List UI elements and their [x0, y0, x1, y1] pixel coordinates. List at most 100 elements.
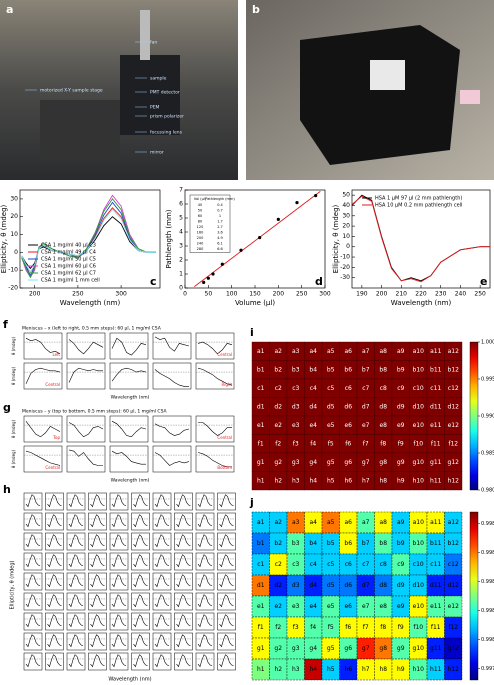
mini-line — [111, 634, 127, 648]
cell-label: c12 — [448, 561, 459, 568]
cell-label: b5 — [327, 366, 335, 373]
mini-frame — [152, 445, 192, 473]
x-tick-label: 0 — [183, 291, 187, 298]
mini-line — [219, 514, 234, 528]
cell-label: c10 — [413, 385, 424, 392]
x-tick-label: 250 — [474, 291, 486, 298]
x-axis-title: Wavelength (nm) — [108, 677, 151, 683]
mini-frame — [66, 332, 106, 360]
cell-label: e9 — [397, 603, 405, 610]
y-axis-title: θ (mdeg) — [11, 336, 16, 355]
mini-line — [25, 337, 61, 355]
mini-line — [25, 514, 41, 528]
y-axis-title: Ellipticity, θ (mdeg) — [0, 204, 8, 273]
cell-label: d5 — [327, 403, 335, 410]
panel-label: d — [315, 275, 323, 288]
photo-label: mirror — [150, 150, 164, 156]
mini-line — [90, 534, 105, 548]
mini-line — [154, 614, 170, 628]
cell-label: g8 — [379, 645, 387, 652]
cell-label: g3 — [292, 645, 300, 652]
cell-label: d11 — [430, 403, 442, 410]
cell-label: a12 — [448, 348, 459, 355]
cell-label: f9 — [398, 440, 404, 447]
point — [239, 248, 243, 252]
mini-line — [25, 534, 41, 548]
panel-label: j — [249, 496, 254, 509]
cell-label: d4 — [309, 403, 317, 410]
cell-label: d6 — [344, 582, 352, 589]
colorbar-label: 0.9986 — [481, 550, 494, 556]
cell-label: f6 — [345, 440, 351, 447]
colorbar-label: 0.9984 — [481, 579, 494, 585]
cell-label: b7 — [362, 366, 370, 373]
cell-label: f5 — [328, 624, 334, 631]
cell-label: f1 — [258, 440, 264, 447]
cell-label: h9 — [397, 477, 405, 484]
cell-label: h11 — [430, 666, 442, 673]
cell-label: c3 — [292, 385, 299, 392]
cell-label: e8 — [379, 603, 387, 610]
mini-line — [90, 634, 105, 648]
panel-label: e — [480, 275, 487, 288]
mini-line — [154, 336, 190, 352]
plot-frame — [19, 189, 161, 289]
mini-line — [111, 594, 127, 608]
mini-line — [197, 341, 233, 355]
heat-cell — [444, 511, 463, 534]
legend-label: HSA 1 µM 97 µl (2 mm pathlength) — [375, 196, 462, 202]
legend-label: CSA 1 mg/ml 50 µl C5 — [41, 257, 96, 263]
table-cell: 80 — [198, 220, 202, 224]
photo-label: sample — [150, 76, 167, 82]
cell-label: h2 — [274, 666, 282, 673]
mini-line — [133, 614, 148, 628]
cell-label: c2 — [275, 385, 282, 392]
colorbar-label: 0.985 — [481, 451, 494, 457]
mini-line — [25, 574, 41, 588]
fit-line — [194, 191, 321, 287]
cell-label: d10 — [413, 403, 425, 410]
cell-label: a8 — [380, 348, 388, 355]
mini-line — [90, 514, 105, 528]
mini-line — [154, 554, 170, 568]
cell-label: c10 — [413, 561, 424, 568]
cell-label: c1 — [257, 385, 264, 392]
mini-frame — [109, 445, 149, 473]
mini-line — [176, 514, 191, 528]
series-line — [21, 208, 156, 273]
y-tick-label: 10 — [342, 233, 350, 240]
mini-line — [198, 422, 232, 436]
cell-label: b5 — [327, 540, 335, 547]
mini-line — [197, 594, 213, 608]
y-tick-label: -30 — [340, 274, 350, 281]
cell-label: a10 — [413, 348, 424, 355]
x-axis-title: Wavelength (nm) — [111, 395, 150, 401]
mini-line — [25, 654, 41, 668]
cell-label: b1 — [257, 366, 265, 373]
cell-label: c12 — [448, 385, 459, 392]
y-tick-label: -10 — [340, 254, 350, 261]
table-cell: 0.7 — [217, 209, 223, 213]
cell-label: a2 — [275, 519, 283, 526]
mini-line — [219, 654, 234, 668]
y-tick-label: 30 — [342, 212, 350, 219]
table-cell: 40 — [198, 203, 202, 207]
cell-label: b2 — [274, 366, 282, 373]
cell-label: a1 — [257, 348, 265, 355]
series-line — [21, 198, 156, 279]
colorbar-label: 0.995 — [481, 377, 494, 383]
cell-label: e1 — [257, 603, 265, 610]
mini-line — [111, 534, 127, 548]
cell-label: c4 — [310, 385, 317, 392]
table-cell: 1.7 — [217, 220, 223, 224]
y-tick-label: -20 — [340, 264, 350, 271]
x-axis-title: Wavelength (nm) — [60, 299, 121, 307]
cell-label: a4 — [310, 519, 318, 526]
legend-label: CSA 1 mg/ml 40 µl C3 — [41, 243, 96, 249]
colorbar-label: 0.980 — [481, 488, 494, 494]
mini-frame — [152, 332, 192, 360]
cell-label: c8 — [380, 561, 387, 568]
cell-label: f2 — [275, 440, 281, 447]
cell-label: d3 — [292, 582, 300, 589]
cell-label: g7 — [362, 459, 370, 466]
